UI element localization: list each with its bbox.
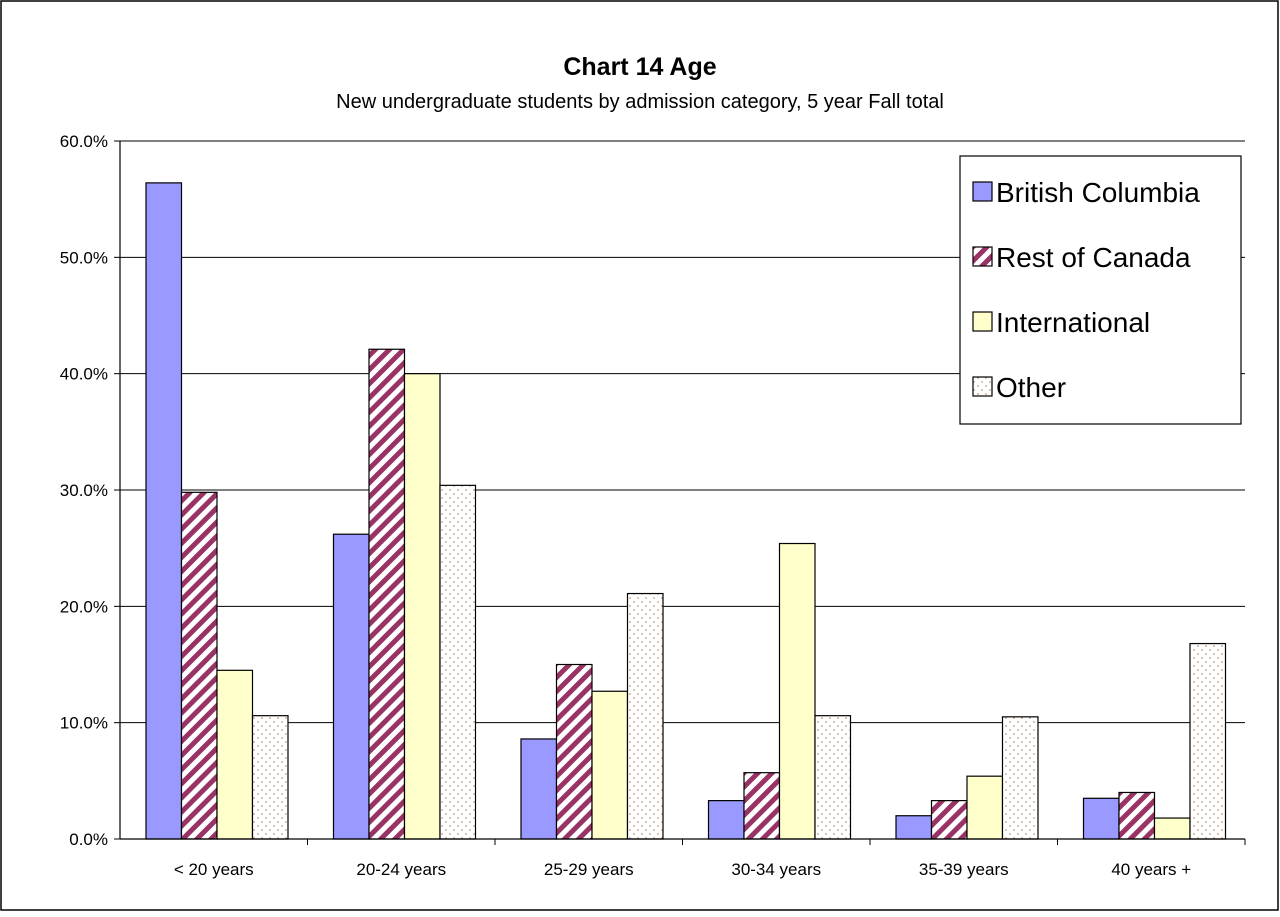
bar-international-5 [1153, 817, 1191, 840]
gridlines [120, 140, 1245, 724]
bar-rest-of-canada-4 [930, 800, 968, 840]
bar-rest-of-canada-3 [743, 772, 781, 840]
bar-international-0 [216, 669, 254, 840]
legend-swatch [972, 311, 993, 332]
legend: British Columbia Rest of Canada Internatio… [959, 155, 1242, 425]
y-tick-label: 10.0% [60, 714, 108, 733]
x-tick-labels: < 20 years 20-24 years 25-29 years 30-34 ye… [174, 860, 1191, 879]
bar-british-columbia-3 [707, 800, 745, 840]
bar-british-columbia-2 [520, 738, 558, 840]
x-tick-label: 25-29 years [544, 860, 634, 879]
bar-international-2 [591, 690, 629, 840]
bar-british-columbia-1 [332, 533, 370, 840]
y-tick-label: 30.0% [60, 481, 108, 500]
bar-other-1 [439, 484, 477, 840]
legend-swatch [972, 376, 993, 397]
legend-box [959, 155, 1242, 425]
legend-label: British Columbia [996, 177, 1200, 208]
x-tick-label: 35-39 years [919, 860, 1009, 879]
bar-international-3 [778, 542, 816, 840]
legend-swatch [972, 246, 993, 267]
bar-british-columbia-4 [895, 815, 933, 840]
legend-label: International [996, 307, 1150, 338]
x-tick-label: 30-34 years [731, 860, 821, 879]
bars [145, 182, 1227, 840]
legend-label: Rest of Canada [996, 242, 1191, 273]
y-tick-label: 40.0% [60, 365, 108, 384]
bar-rest-of-canada-1 [368, 348, 406, 840]
bar-other-0 [251, 715, 289, 840]
x-tick-label: 20-24 years [356, 860, 446, 879]
y-tick-labels: 0.0% 10.0% 20.0% 30.0% 40.0% 50.0% 60.0% [60, 132, 108, 849]
bar-rest-of-canada-0 [180, 491, 218, 840]
chart-title: Chart 14 Age [563, 53, 716, 81]
x-tick-label: < 20 years [174, 860, 254, 879]
bar-british-columbia-0 [145, 182, 183, 840]
bar-rest-of-canada-5 [1118, 791, 1156, 840]
bar-rest-of-canada-2 [555, 663, 593, 840]
y-tick-label: 20.0% [60, 597, 108, 616]
bar-other-4 [1001, 716, 1039, 840]
y-tick-label: 60.0% [60, 132, 108, 151]
axes [114, 140, 1246, 845]
y-tick-label: 50.0% [60, 248, 108, 267]
bar-international-1 [403, 373, 441, 840]
bar-british-columbia-5 [1082, 797, 1120, 840]
bar-other-3 [814, 715, 852, 840]
chart-subtitle: New undergraduate students by admission … [336, 91, 944, 113]
bar-other-2 [626, 592, 664, 840]
bar-international-4 [966, 775, 1004, 840]
legend-label: Other [996, 372, 1066, 403]
legend-swatch [972, 181, 993, 202]
y-tick-label: 0.0% [69, 830, 108, 849]
bar-other-5 [1189, 642, 1227, 840]
x-tick-label: 40 years + [1111, 860, 1191, 879]
